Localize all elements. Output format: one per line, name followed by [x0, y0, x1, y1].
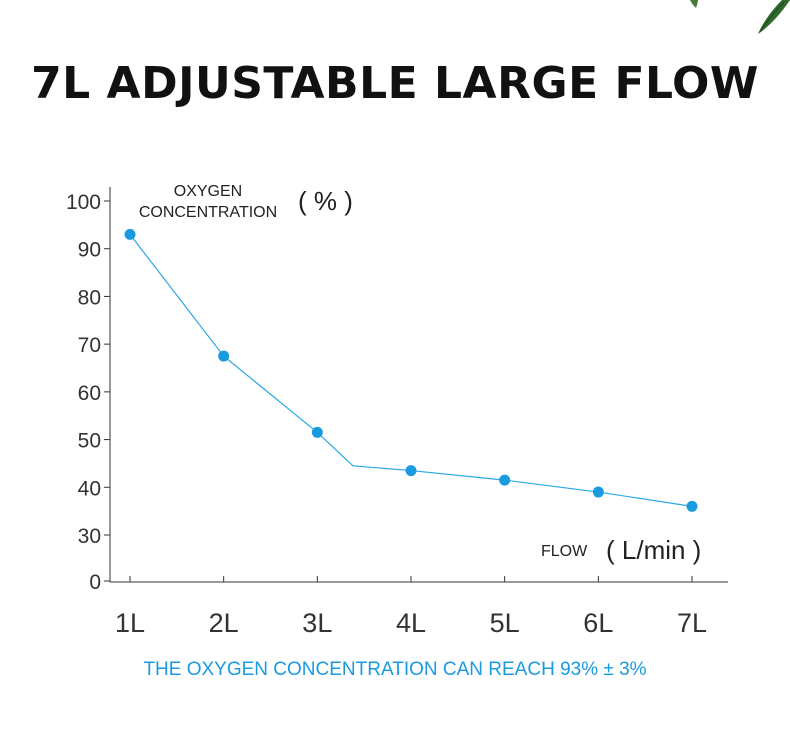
y-axis-label-line1: OXYGEN	[174, 183, 242, 200]
y-tick-label: 80	[78, 286, 101, 309]
data-point	[218, 350, 230, 362]
x-axis-label: FLOW	[541, 543, 588, 560]
y-tick-label: 50	[78, 430, 101, 453]
data-point	[686, 500, 698, 512]
y-tick-label: 70	[78, 334, 101, 357]
x-axis-unit: ( L/min )	[606, 535, 701, 565]
page-title: 7L ADJUSTABLE LARGE FLOW	[31, 58, 759, 109]
y-tick-label: 100	[66, 191, 101, 214]
y-axis-unit: ( % )	[298, 186, 353, 216]
data-point	[124, 228, 136, 240]
y-tick-label: 0	[89, 571, 101, 594]
data-point	[311, 426, 323, 438]
x-tick-label: 6L	[583, 608, 613, 638]
concentration-note: THE OXYGEN CONCENTRATION CAN REACH 93% ±…	[143, 659, 647, 680]
data-point	[405, 465, 417, 477]
x-tick-label: 5L	[490, 608, 520, 638]
data-point	[592, 486, 604, 498]
y-tick-label: 40	[78, 477, 101, 500]
y-axis-label-line2: CONCENTRATION	[139, 204, 277, 221]
x-tick-label: 4L	[396, 608, 426, 638]
x-tick-label: 2L	[209, 608, 239, 638]
y-tick-label: 30	[78, 525, 101, 548]
y-tick-label: 90	[78, 239, 101, 262]
x-tick-label: 1L	[115, 608, 145, 638]
y-tick-label: 60	[78, 382, 101, 405]
x-tick-label: 7L	[677, 608, 707, 638]
data-point	[499, 474, 511, 486]
green-leaf-icon	[690, 0, 790, 34]
series-line	[129, 234, 693, 507]
x-tick-label: 3L	[302, 608, 332, 638]
